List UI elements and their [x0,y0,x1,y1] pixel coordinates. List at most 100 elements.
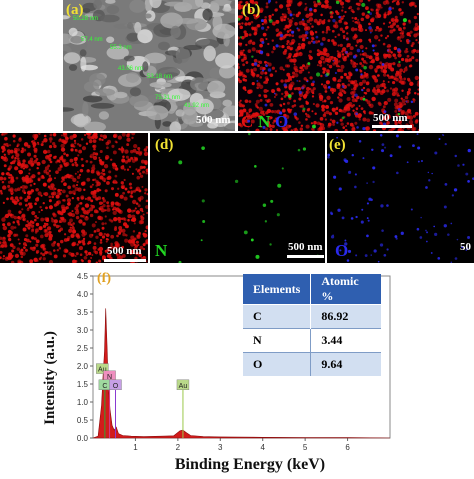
carbon-signal-dot [105,240,108,243]
carbon-signal-dot [101,138,104,142]
carbon-signal-dot [89,137,93,141]
carbon-signal-dot [95,210,99,214]
sem-particle [167,88,191,101]
oxygen-signal-dot [344,239,347,242]
carbon-signal-dot [74,210,80,215]
carbon-signal-dot [131,217,137,222]
carbon-signal-dot [343,91,347,95]
carbon-signal-dot [126,225,129,228]
carbon-signal-dot [310,12,314,16]
carbon-signal-dot [253,58,258,63]
carbon-signal-dot [279,37,283,41]
carbon-signal-dot [77,154,80,157]
carbon-signal-dot [24,164,29,169]
carbon-signal-dot [268,124,272,128]
carbon-signal-dot [318,60,323,65]
carbon-signal-dot [414,91,417,95]
carbon-signal-dot [386,114,391,119]
sem-measurement-label: 43.06 nm [118,66,143,72]
carbon-signal-dot [380,34,383,37]
carbon-signal-dot [343,72,347,77]
carbon-signal-dot [12,245,16,249]
sem-particle [106,45,129,60]
carbon-signal-dot [40,143,44,147]
carbon-signal-dot [0,250,3,254]
carbon-signal-dot [16,187,21,192]
x-tick-label: 3 [218,443,223,452]
carbon-signal-dot [60,180,64,183]
carbon-signal-dot [382,42,386,46]
oxygen-signal-dot [355,254,358,257]
carbon-signal-dot [416,82,419,87]
nitrogen-signal-dot [363,65,367,70]
carbon-signal-dot [416,25,419,30]
carbon-signal-dot [53,219,58,224]
carbon-signal-dot [24,198,29,202]
carbon-signal-dot [374,28,378,32]
carbon-signal-dot [393,87,399,92]
carbon-signal-dot [377,74,380,77]
x-tick-label: 4 [260,443,265,452]
oxygen-signal-dot [438,138,441,140]
sem-particle [93,0,103,10]
carbon-signal-dot [74,161,77,164]
sem-particle [90,102,115,109]
carbon-signal-dot [265,37,268,41]
carbon-signal-dot [400,57,405,62]
carbon-signal-dot [346,0,351,3]
nitrogen-signal-dot [269,243,272,246]
y-tick-label: 1.5 [77,380,89,389]
carbon-signal-dot [130,192,133,195]
carbon-signal-dot [72,241,77,246]
carbon-signal-dot [93,178,97,181]
nitrogen-signal-dot [254,165,257,168]
nitrogen-signal-dot [398,60,401,64]
carbon-signal-dot [354,121,358,125]
carbon-signal-dot [7,167,11,171]
carbon-signal-dot [65,206,69,210]
carbon-signal-dot [102,199,106,203]
carbon-signal-dot [299,105,302,108]
oxygen-signal-dot [417,146,421,150]
carbon-signal-dot [33,237,37,241]
carbon-signal-dot [298,35,302,39]
carbon-signal-dot [124,160,129,164]
carbon-signal-dot [5,133,8,135]
carbon-signal-dot [110,234,115,239]
table-row: O 9.64 [243,352,381,376]
nitrogen-signal-dot [254,3,257,6]
carbon-signal-dot [299,66,302,70]
oxygen-signal-dot [372,49,375,52]
carbon-signal-dot [398,8,402,12]
carbon-signal-dot [47,154,52,159]
carbon-signal-dot [264,99,268,102]
carbon-signal-dot [267,62,272,67]
sem-particle [105,0,116,4]
carbon-signal-dot [388,128,393,131]
carbon-signal-dot [12,139,16,143]
carbon-signal-dot [25,179,30,184]
oxygen-signal-dot [444,143,447,146]
carbon-signal-dot [238,102,243,108]
carbon-signal-dot [295,52,298,55]
carbon-signal-dot [298,42,301,46]
carbon-signal-dot [124,149,129,154]
carbon-signal-dot [59,239,64,244]
carbon-signal-dot [43,138,48,143]
carbon-signal-dot [77,170,79,173]
carbon-signal-dot [406,50,409,53]
oxygen-signal-dot [465,172,469,176]
carbon-signal-dot [72,229,77,234]
carbon-signal-dot [301,68,305,72]
carbon-signal-dot [401,89,404,92]
carbon-signal-dot [134,244,139,248]
carbon-signal-dot [263,94,266,97]
carbon-signal-dot [112,150,117,155]
carbon-signal-dot [297,2,302,7]
carbon-signal-dot [21,213,26,218]
carbon-signal-dot [106,207,111,212]
carbon-signal-dot [335,106,339,110]
carbon-signal-dot [118,225,123,230]
carbon-signal-dot [80,138,84,141]
carbon-signal-dot [397,0,400,3]
